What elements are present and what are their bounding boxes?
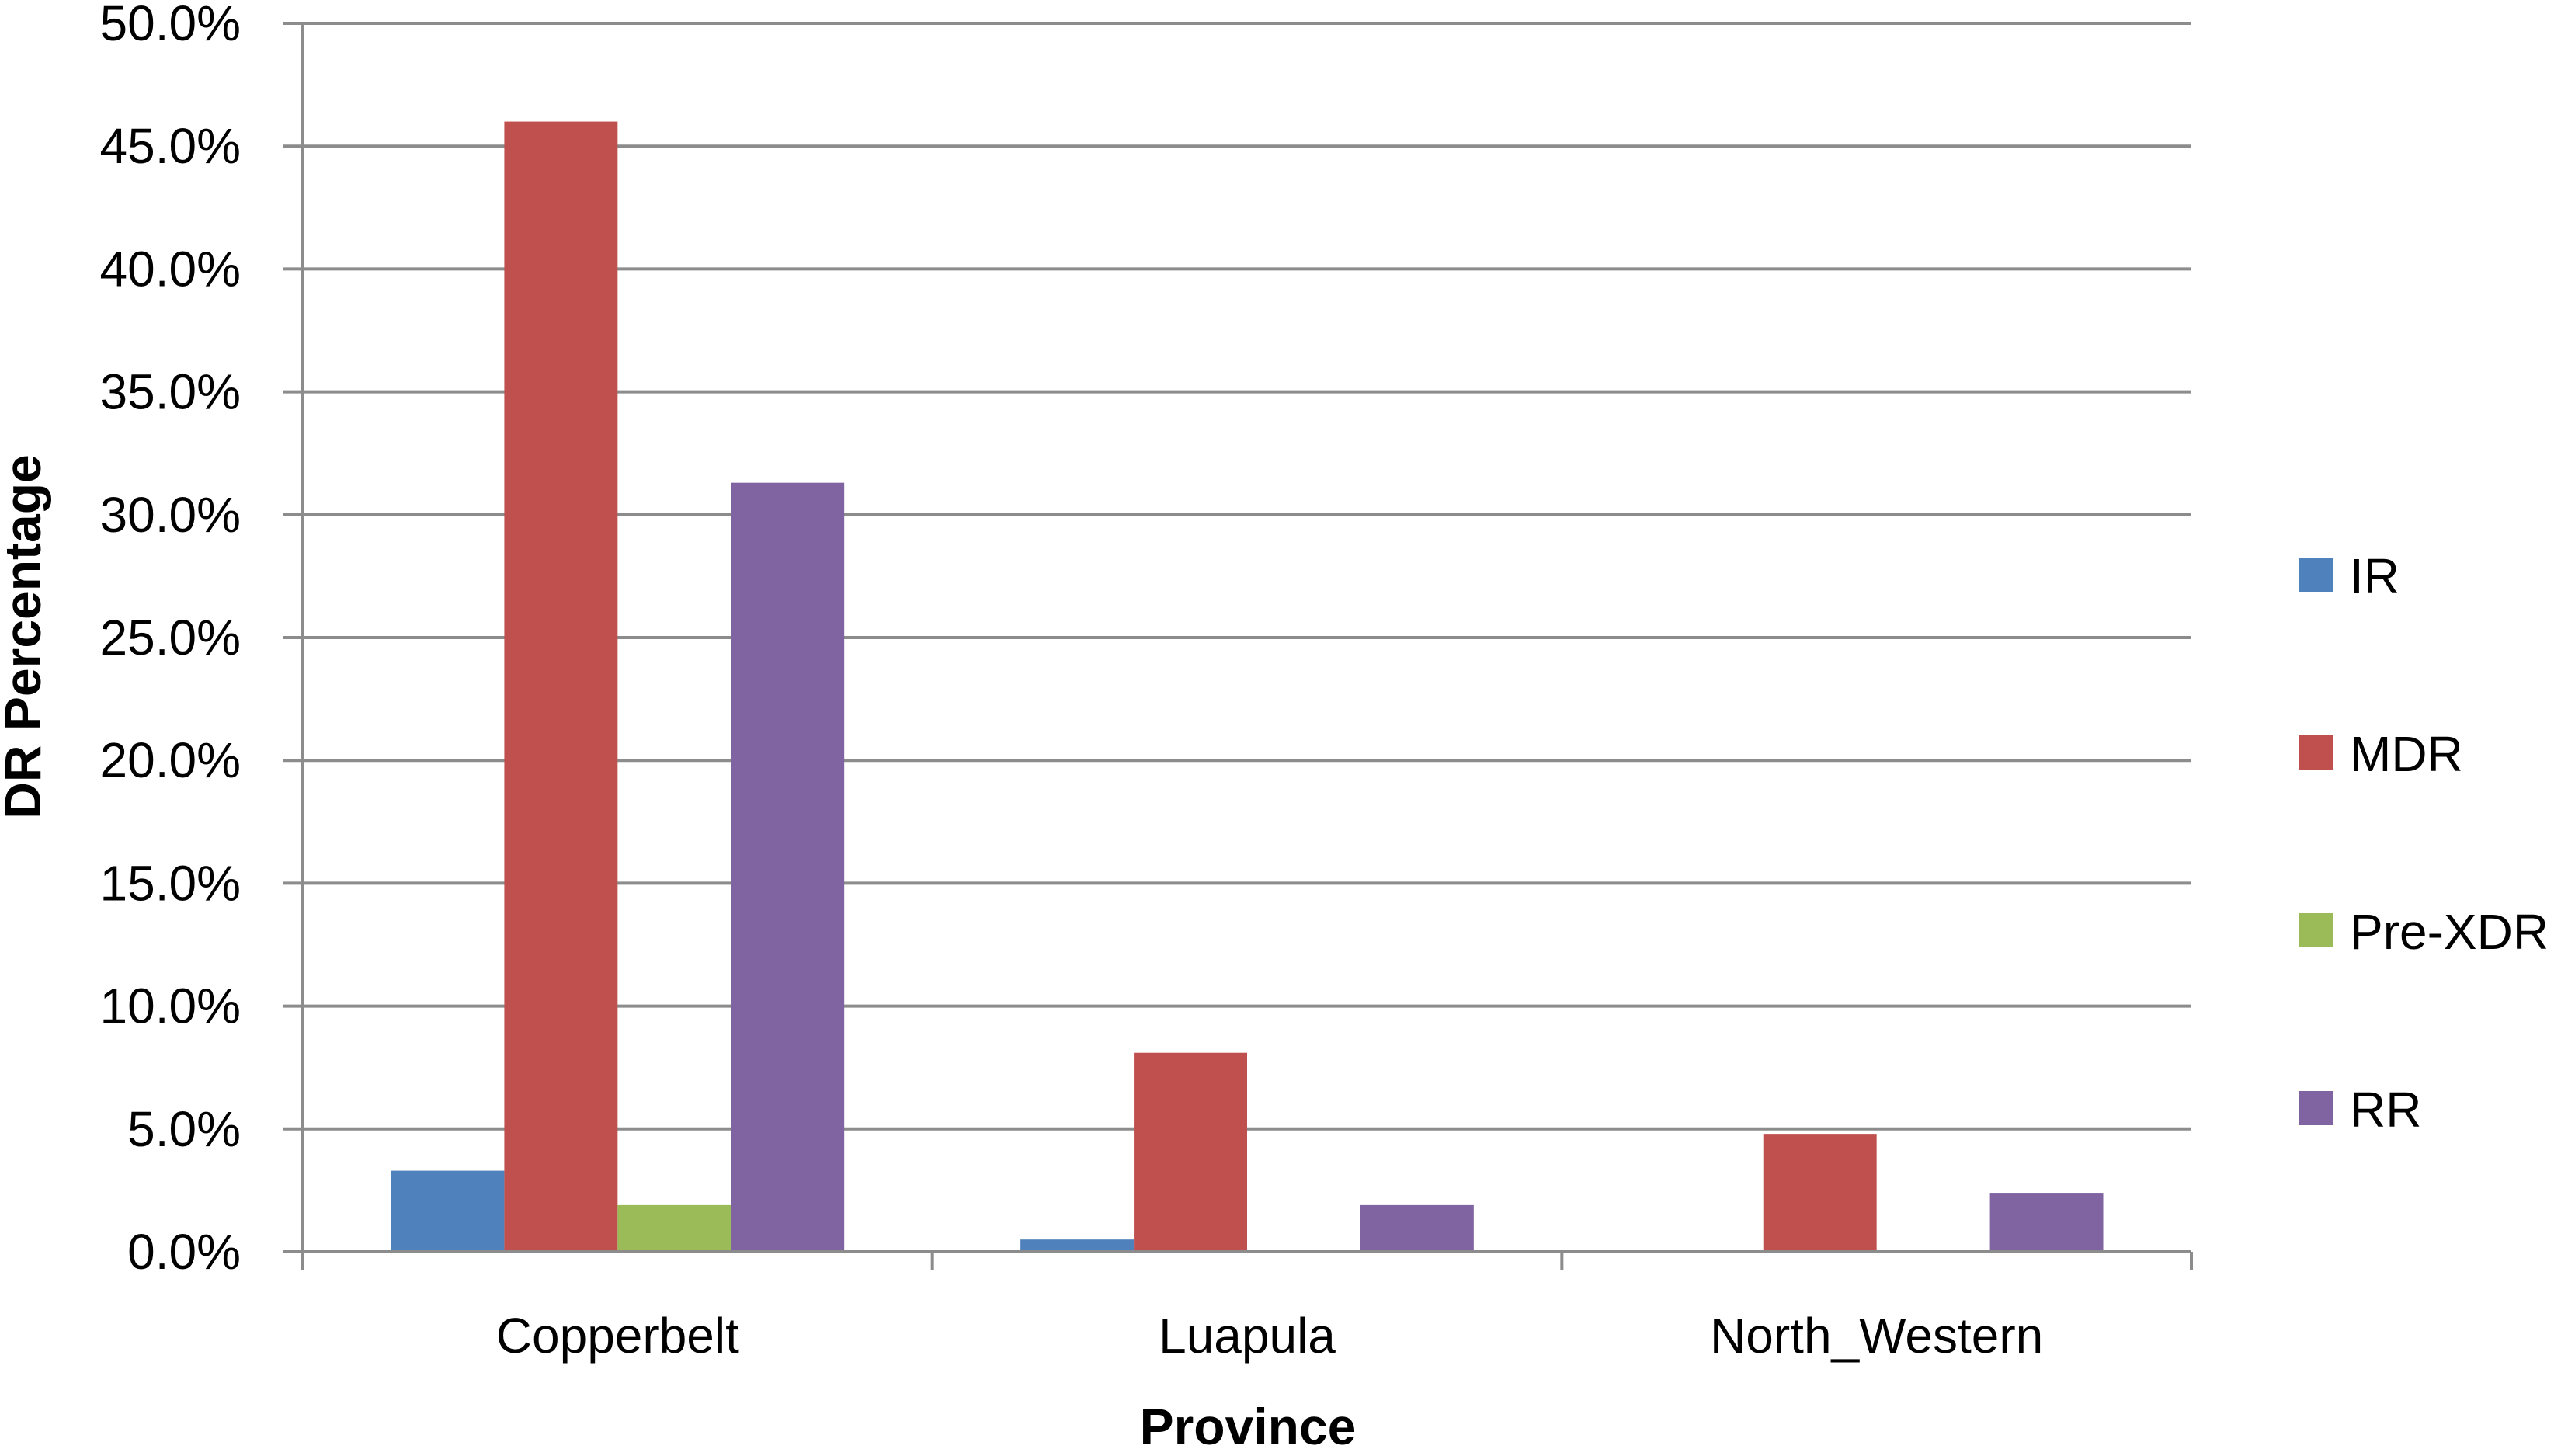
legend-swatch-rr [2299,1091,2333,1125]
bar-mdr-north_western [1763,1134,1877,1252]
y-tick-label: 45.0% [100,118,241,174]
y-tick-label: 35.0% [100,364,241,420]
bar-ir-copperbelt [391,1170,505,1252]
y-tick-label: 0.0% [127,1224,241,1280]
y-tick-label: 30.0% [100,487,241,543]
legend-label: MDR [2350,726,2463,782]
bar-mdr-copperbelt [504,121,618,1252]
bars [391,121,2104,1252]
legend-label: Pre-XDR [2350,904,2549,960]
x-tick-label: Luapula [1159,1308,1336,1364]
legend-swatch-pre-xdr [2299,913,2333,947]
legend-label: IR [2350,548,2399,604]
y-tick-label: 40.0% [100,241,241,297]
bar-rr-north_western [1989,1193,2104,1252]
y-tick-label: 10.0% [100,978,241,1034]
x-tick-label: Copperbelt [496,1308,739,1364]
y-tick-labels: 0.0% 5.0% 10.0% 15.0% 20.0% 25.0% 30.0% 35.0% 40… [100,0,241,1280]
y-tick-label: 15.0% [100,855,241,911]
x-tick-labels: Copperbelt Luapula North_Western [496,1308,2043,1364]
y-tick-label: 5.0% [127,1101,241,1157]
y-tick-label: 20.0% [100,732,241,788]
x-axis-title: Province [1140,1398,1357,1455]
y-tick-label: 25.0% [100,610,241,665]
y-tick-label: 50.0% [100,0,241,51]
bar-mdr-luapula [1134,1052,1247,1252]
legend: IR MDR Pre-XDR RR [2299,548,2549,1138]
bar-rr-copperbelt [731,482,845,1252]
legend-label: RR [2350,1082,2421,1138]
legend-swatch-mdr [2299,735,2333,770]
legend-swatch-ir [2299,558,2333,592]
y-axis-title: DR Percentage [0,454,51,819]
bar-rr-luapula [1360,1204,1474,1252]
bar-pre-xdr-copperbelt [617,1204,731,1252]
bar-ir-luapula [1020,1239,1135,1252]
x-tick-label: North_Western [1710,1308,2043,1364]
axes [301,23,2193,1270]
